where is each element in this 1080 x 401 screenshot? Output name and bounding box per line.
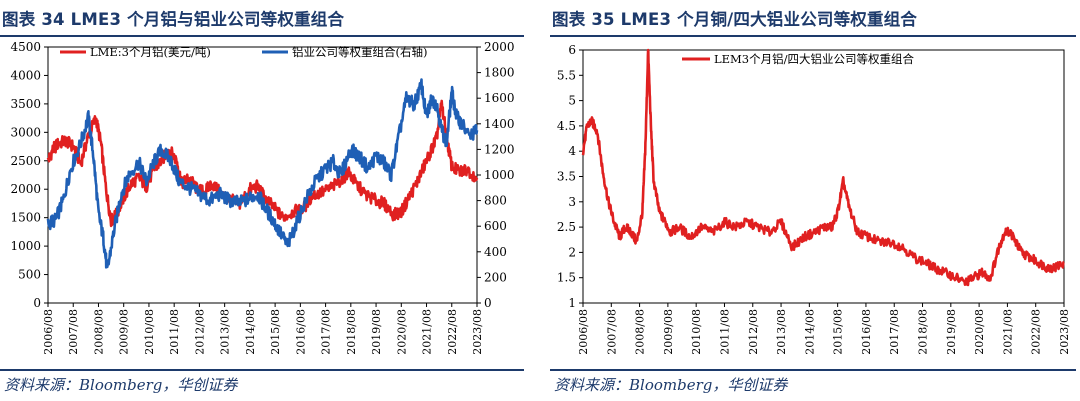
chart-panel-right: 图表 35 LME3 个月铜/四大铝业公司等权重组合 1 1.5 2 2.5 3 3.5 4… [550, 0, 1080, 401]
chart-title: 图表 34 LME3 个月铝与铝业公司等权重组合 [2, 10, 345, 29]
chart-panel-left: 图表 34 LME3 个月铝与铝业公司等权重组合 0 500 1000 1500 200… [0, 0, 530, 401]
y-right-tick-label: 400 [484, 245, 507, 259]
plot-frame [47, 46, 478, 304]
x-tick-label: 2012/08 [193, 309, 206, 355]
x-tick-label: 2012/08 [747, 309, 760, 355]
x-tick-label: 2007/08 [67, 309, 80, 355]
y-tick-label: 2.5 [557, 220, 576, 234]
x-tick-label: 2011/08 [718, 309, 731, 355]
y-right-tick-label: 1400 [484, 117, 515, 131]
x-tick-label: 2019/08 [370, 309, 383, 355]
x-tick-label: 2015/08 [269, 309, 282, 355]
title-rule [550, 35, 1076, 37]
y-left-tick-label: 0 [33, 296, 41, 310]
source-rule [550, 369, 1076, 371]
y-right-tick-label: 600 [484, 219, 507, 233]
x-tick-label: 2020/08 [973, 309, 986, 355]
source-rule [0, 369, 524, 371]
x-tick-label: 2015/08 [832, 309, 845, 355]
x-tick-label: 2008/08 [634, 309, 647, 355]
y-tick-label: 4.5 [557, 119, 576, 133]
y-tick-label: 5 [568, 94, 576, 108]
y-left-tick-label: 3500 [10, 97, 41, 111]
y-tick-label: 4 [568, 144, 576, 158]
x-tick-label: 2008/08 [92, 309, 105, 355]
chart-title: 图表 35 LME3 个月铜/四大铝业公司等权重组合 [552, 10, 918, 29]
series-line-aluminum [46, 99, 479, 228]
chart-svg-left: 0500100015002000250030003500400045000200… [10, 40, 515, 355]
x-tick-label: 2006/08 [42, 309, 55, 355]
x-tick-label: 2022/08 [446, 309, 459, 355]
x-tick-label: 2013/08 [219, 309, 232, 355]
x-tick-label: 2011/08 [168, 309, 181, 355]
x-tick-label: 2020/08 [395, 309, 408, 355]
x-tick-label: 2009/08 [662, 309, 675, 355]
y-tick-label: 3 [568, 195, 576, 209]
x-tick-label: 2019/08 [945, 309, 958, 355]
y-tick-label: 2 [568, 245, 576, 259]
y-tick-label: 5.5 [557, 68, 576, 82]
x-tick-label: 2017/08 [320, 309, 333, 355]
y-right-tick-label: 1000 [484, 168, 515, 182]
chart-svg-right: 1 1.5 2 2.5 3 3.5 4 4.5 5 5.5 6 2006/08 2007/08 2008/… [557, 43, 1071, 355]
x-tick-label: 2016/08 [294, 309, 307, 355]
y-left-tick-label: 500 [18, 268, 41, 282]
y-right-tick-label: 1200 [484, 142, 515, 156]
x-tick-label: 2018/08 [917, 309, 930, 355]
y-right-tick-label: 2000 [484, 40, 515, 54]
x-tick-label: 2009/08 [118, 309, 131, 355]
x-tick-label: 2007/08 [605, 309, 618, 355]
x-tick-label: 2023/08 [1058, 309, 1071, 355]
y-left-tick-label: 1500 [10, 211, 41, 225]
y-left-tick-label: 3000 [10, 125, 41, 139]
y-right-tick-label: 1600 [484, 91, 515, 105]
x-tick-label: 2014/08 [803, 309, 816, 355]
x-tick-label: 2010/08 [143, 309, 156, 355]
y-right-tick-label: 800 [484, 194, 507, 208]
x-tick-label: 2022/08 [1030, 309, 1043, 355]
x-tick-label: 2013/08 [775, 309, 788, 355]
plot-frame [582, 49, 1065, 304]
x-tick-label: 2021/08 [1001, 309, 1014, 355]
title-rule [0, 35, 524, 37]
source-note: 资料来源：Bloomberg，华创证券 [4, 376, 238, 394]
y-tick-label: 6 [568, 43, 576, 57]
legend-label: LME:3个月铝(美元/吨) [90, 45, 211, 59]
x-tick-label: 2010/08 [690, 309, 703, 355]
source-note: 资料来源：Bloomberg，华创证券 [554, 376, 788, 394]
x-tick-label: 2014/08 [244, 309, 257, 355]
y-right-tick-label: 0 [484, 296, 492, 310]
series-line-ratio [581, 48, 1065, 287]
x-tick-label: 2017/08 [888, 309, 901, 355]
series-line-portfolio [46, 78, 479, 269]
y-tick-label: 3.5 [557, 170, 576, 184]
y-left-tick-label: 2500 [10, 154, 41, 168]
y-left-tick-label: 4500 [10, 40, 41, 54]
y-tick-label: 1.5 [557, 271, 576, 285]
legend-label: LEM3个月铝/四大铝业公司等权重组合 [714, 52, 914, 66]
x-tick-label: 2006/08 [577, 309, 590, 355]
legend-label: 铝业公司等权重组合(右轴) [292, 45, 427, 59]
x-tick-label: 2016/08 [860, 309, 873, 355]
y-tick-label: 1 [568, 296, 576, 310]
y-left-tick-label: 2000 [10, 182, 41, 196]
x-tick-label: 2023/08 [471, 309, 484, 355]
y-left-tick-label: 4000 [10, 68, 41, 82]
y-right-tick-label: 200 [484, 270, 507, 284]
y-left-tick-label: 1000 [10, 239, 41, 253]
x-tick-label: 2018/08 [345, 309, 358, 355]
y-right-tick-label: 1800 [484, 66, 515, 80]
x-tick-label: 2021/08 [421, 309, 434, 355]
